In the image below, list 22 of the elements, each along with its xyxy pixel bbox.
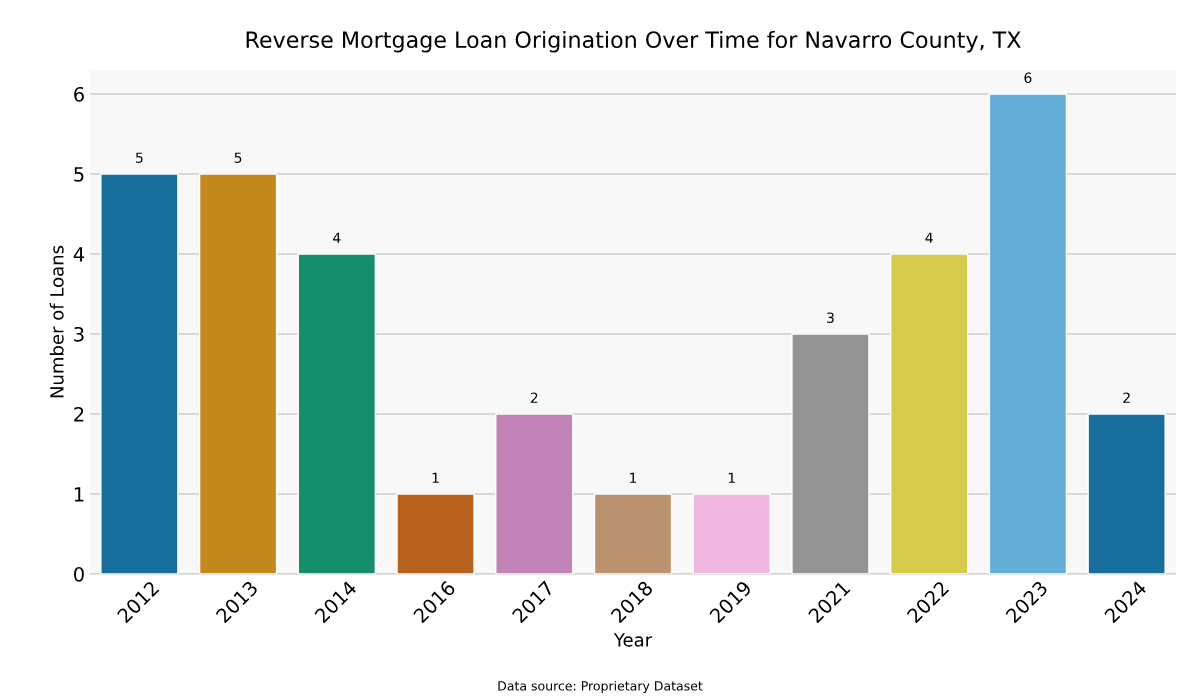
y-axis-title: Number of Loans [49, 245, 64, 398]
data-label: 1 [630, 472, 637, 483]
x-axis-title: Year [613, 633, 653, 647]
data-label: 1 [728, 472, 735, 483]
chart-title: Reverse Mortgage Loan Origination Over Time for Navarro County, TX [246, 30, 1021, 53]
source-note: Data source: Proprietary Dataset [498, 680, 703, 693]
data-label: 5 [136, 152, 143, 163]
y-tick-label: 5 [74, 167, 84, 182]
y-tick-label: 6 [74, 86, 84, 102]
data-label: 6 [1024, 72, 1032, 83]
data-label: 2 [1123, 392, 1130, 403]
data-label: 3 [827, 312, 834, 323]
data-label: 2 [530, 392, 538, 403]
data-label: 1 [432, 472, 439, 483]
y-tick-label: 1 [74, 487, 84, 502]
y-tick-label: 3 [74, 326, 84, 342]
data-label: 4 [333, 232, 341, 243]
y-tick-label: 0 [74, 566, 84, 582]
data-label: 5 [234, 152, 242, 163]
y-tick-label: 2 [74, 406, 84, 422]
data-label: 4 [925, 232, 933, 243]
y-tick-label: 4 [73, 247, 85, 262]
